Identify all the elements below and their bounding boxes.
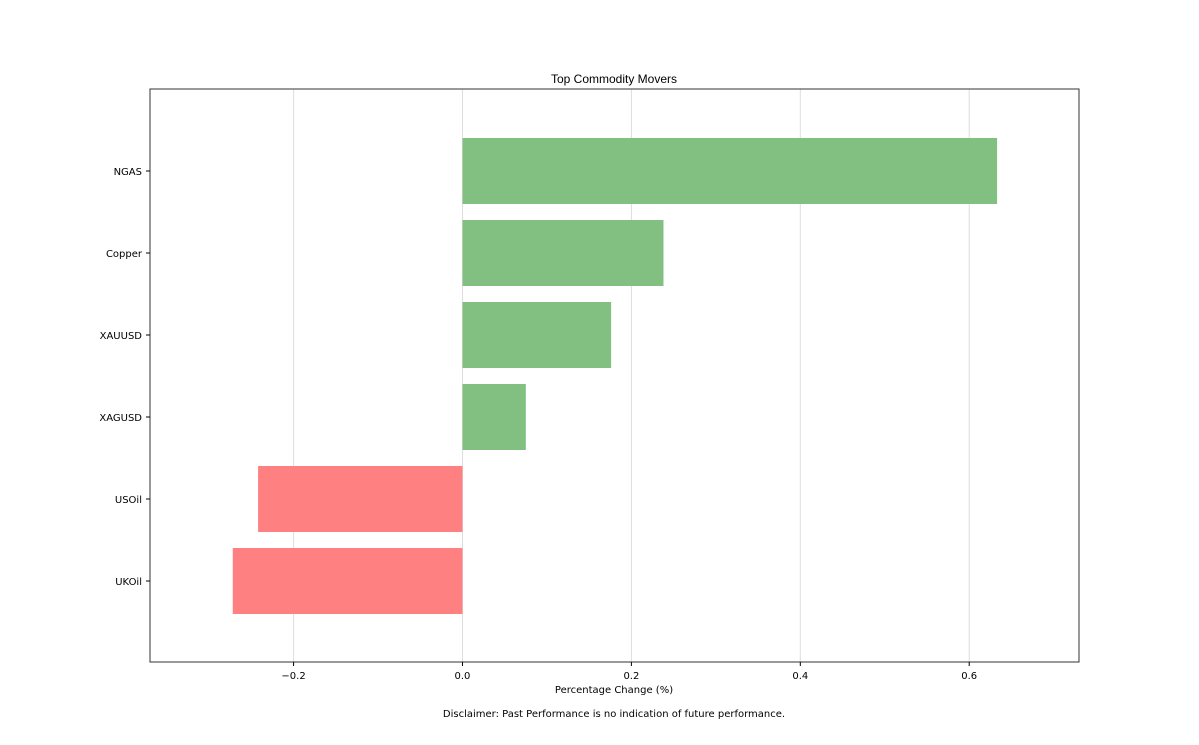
x-tick-label: 0.4 [792,671,808,682]
disclaimer: Disclaimer: Past Performance is no indic… [443,709,785,720]
chart-title: Top Commodity Movers [551,72,677,86]
y-tick-label: XAUUSD [100,331,143,342]
x-tick-label: 0.6 [961,671,977,682]
bars [232,138,998,614]
bar-ngas [462,138,998,204]
x-tick-label: −0.2 [281,671,305,682]
y-tick-label: NGAS [114,167,142,178]
bar-ukoil [232,548,463,614]
y-tick-label: UKOil [115,577,142,588]
y-tick-label: USOil [115,495,142,506]
bar-usoil [258,466,463,532]
x-axis-label: Percentage Change (%) [555,685,673,696]
x-tick-label: 0.0 [455,671,471,682]
y-tick-label: XAGUSD [99,413,142,424]
y-tick-label: Copper [106,249,143,260]
bar-copper [462,220,664,286]
bar-xauusd [462,302,612,368]
x-tick-label: 0.2 [623,671,639,682]
x-axis: −0.2 0.0 0.2 0.4 0.6 [281,662,977,682]
bar-xagusd [462,384,526,450]
y-axis: NGAS Copper XAUUSD XAGUSD USOil UKOil [99,167,150,588]
plot-frame [149,88,1080,663]
